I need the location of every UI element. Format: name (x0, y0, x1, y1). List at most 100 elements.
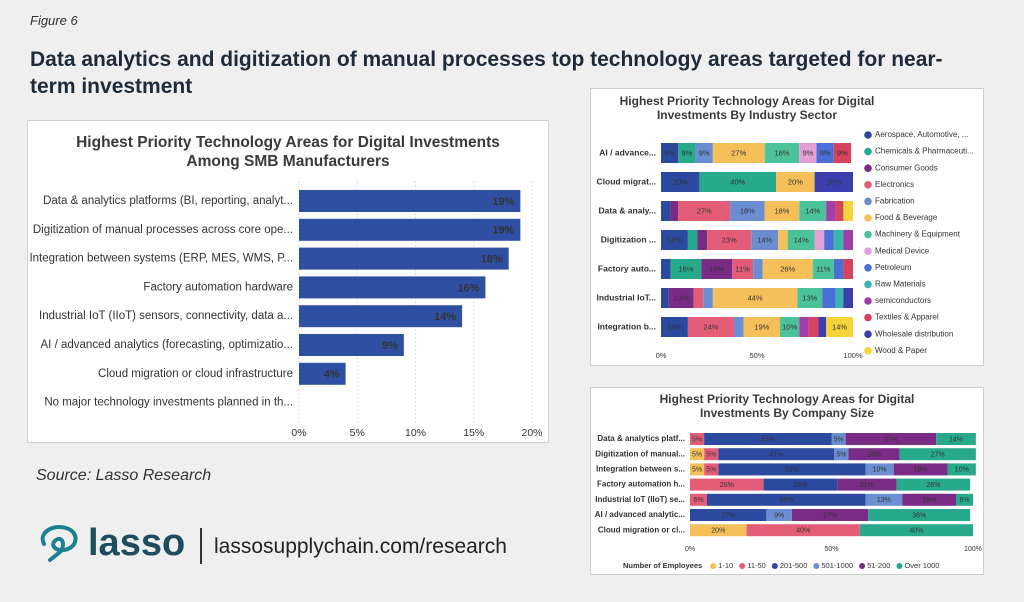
headline: Data analytics and digitization of manua… (30, 48, 943, 98)
legend-label: Chemicals & Pharmaceuti... (875, 147, 974, 156)
bar-segment (778, 230, 788, 250)
bar-segment (799, 201, 827, 221)
bar-segment (707, 230, 752, 250)
value-label: 44% (748, 293, 763, 302)
value-label: 5% (692, 452, 702, 459)
bar-segment (730, 201, 765, 221)
value-label: 19% (492, 225, 514, 237)
value-label: 56% (779, 497, 793, 504)
value-label: 52% (785, 467, 799, 474)
divider (200, 528, 202, 564)
value-label: 27% (721, 512, 735, 519)
bar-segment (826, 201, 836, 221)
value-label: 23% (722, 235, 737, 244)
value-label: 14% (805, 206, 820, 215)
bar-segment (824, 230, 834, 250)
legend-swatch (864, 131, 872, 139)
legend-label: Wholesale distribution (875, 329, 953, 338)
chart: 0% 50% 100% AI / advance... 9% 9% 9% 27% 18% 9% 9%… (596, 130, 974, 360)
bar-segment (826, 317, 853, 337)
bar-segment (753, 259, 763, 279)
bar-segment (661, 143, 679, 163)
y-tick-label: AI / advanced analytics (forecasting, op… (41, 339, 293, 351)
bar-segment (835, 288, 844, 308)
legend-label: Electronics (875, 180, 914, 189)
bar-segment (833, 259, 844, 279)
value-label: 21% (860, 482, 874, 489)
legend-swatch (771, 563, 778, 569)
value-label: 9% (382, 340, 398, 352)
bar-segment (670, 201, 679, 221)
value-label: 14% (667, 235, 682, 244)
y-tick-label: Digitization of manual... (595, 449, 685, 458)
bar-segment (833, 230, 844, 250)
bar-segment (812, 259, 834, 279)
legend-label: Petroleum (875, 263, 912, 272)
bar-segment (690, 433, 705, 445)
x-tick-label: 20% (521, 427, 542, 439)
bar (299, 247, 509, 270)
bar-segment (816, 143, 834, 163)
x-tick-label: 0% (685, 546, 695, 553)
x-tick-label: 15% (463, 427, 484, 439)
x-tick-label: 50% (824, 546, 838, 553)
legend-label: 51-200 (867, 561, 890, 570)
y-tick-label: Cloud migrat... (597, 176, 657, 186)
value-label: 18% (867, 452, 881, 459)
y-tick-label: Cloud migration or cl... (598, 525, 685, 534)
bar-segment (833, 143, 852, 163)
bar (299, 218, 521, 241)
value-label: 14% (757, 235, 772, 244)
value-label: 41% (769, 452, 783, 459)
x-tick-label: 100% (843, 351, 863, 360)
bar-segment (764, 201, 800, 221)
y-tick-label: Factory auto... (598, 263, 656, 273)
logo-icon (40, 525, 78, 562)
bar-segment (661, 172, 700, 192)
value-label: 14% (434, 311, 456, 323)
x-tick-label: 100% (964, 546, 982, 553)
bar-segment (947, 463, 976, 476)
figure-label: Figure 6 (30, 13, 78, 28)
bar-segment (687, 230, 698, 250)
value-label: 16% (709, 264, 724, 273)
value-label: 11% (816, 264, 831, 273)
bar-segment (902, 493, 957, 506)
value-label: 27% (697, 206, 712, 215)
bar-segment (865, 463, 894, 476)
legend-swatch (864, 330, 872, 338)
legend-swatch (864, 147, 872, 156)
bar-segment (762, 259, 813, 279)
chart: 0% 50% 100% Data & analytics platf... 5% 45% 5… (595, 433, 982, 570)
value-label: 20% (788, 177, 803, 186)
legend-label: Food & Beverage (875, 213, 938, 222)
legend-swatch (864, 230, 872, 239)
bar-segment (808, 317, 819, 337)
y-tick-label: AI / advance... (599, 147, 656, 157)
logo-mark (40, 525, 78, 562)
bar-segment (818, 317, 827, 337)
value-label: 14% (949, 436, 963, 443)
value-label: 9% (774, 512, 784, 519)
logo-text: lasso (88, 522, 186, 564)
bar-segment (797, 288, 823, 308)
legend-label: 501-1000 (821, 561, 853, 570)
bar (299, 305, 463, 328)
value-label: 18% (774, 206, 789, 215)
bar-segment (661, 259, 671, 279)
legend-swatch (739, 563, 746, 569)
value-label: 10% (782, 322, 797, 331)
legend-swatch (896, 563, 903, 569)
bar-segment (690, 463, 705, 476)
bar-segment (776, 172, 815, 192)
value-label: 13% (877, 497, 891, 504)
value-label: 6% (693, 497, 703, 504)
bar-segment (695, 143, 713, 163)
legend-swatch (864, 313, 872, 322)
value-label: 24% (703, 322, 718, 331)
bar-segment (845, 433, 937, 445)
value-label: 11% (735, 264, 750, 273)
bar-segment (690, 478, 764, 491)
bar-segment (704, 463, 719, 476)
